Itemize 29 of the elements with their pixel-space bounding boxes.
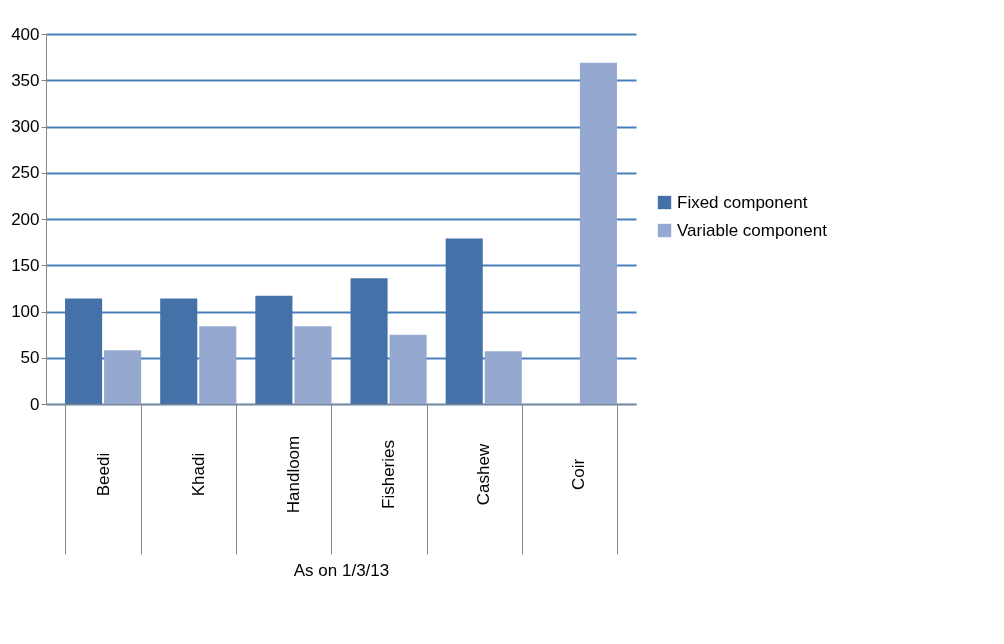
bar xyxy=(445,238,483,404)
legend-label: Fixed component xyxy=(677,192,808,212)
y-tick-label: 50 xyxy=(20,348,40,368)
y-tick-label: 400 xyxy=(11,24,40,44)
bar xyxy=(65,298,103,404)
bar xyxy=(294,326,332,404)
y-tick-label: 150 xyxy=(11,255,40,275)
x-tick-label: Coir xyxy=(569,458,589,491)
bar xyxy=(104,350,142,404)
bar xyxy=(160,298,198,404)
bar xyxy=(350,278,388,404)
bar xyxy=(484,351,522,404)
bar xyxy=(579,62,617,404)
x-tick-label: Beedi xyxy=(93,452,113,497)
bar xyxy=(255,295,293,404)
bar xyxy=(389,334,427,404)
y-tick-label: 200 xyxy=(11,209,40,229)
y-tick-label: 100 xyxy=(11,302,40,321)
y-tick-label: 0 xyxy=(30,394,40,414)
bar xyxy=(199,326,237,404)
y-tick-label: 250 xyxy=(11,163,40,183)
legend-label: Variable component xyxy=(677,220,828,240)
y-tick-label: 300 xyxy=(11,117,40,136)
x-axis-title: As on 1/3/13 xyxy=(293,561,390,580)
y-tick-label: 350 xyxy=(11,70,40,90)
x-tick-label: Fisheries xyxy=(379,440,399,509)
x-tick-label: Khadi xyxy=(188,452,208,497)
x-tick-label: Cashew xyxy=(474,443,494,506)
x-tick-label: Handloom xyxy=(283,435,303,514)
